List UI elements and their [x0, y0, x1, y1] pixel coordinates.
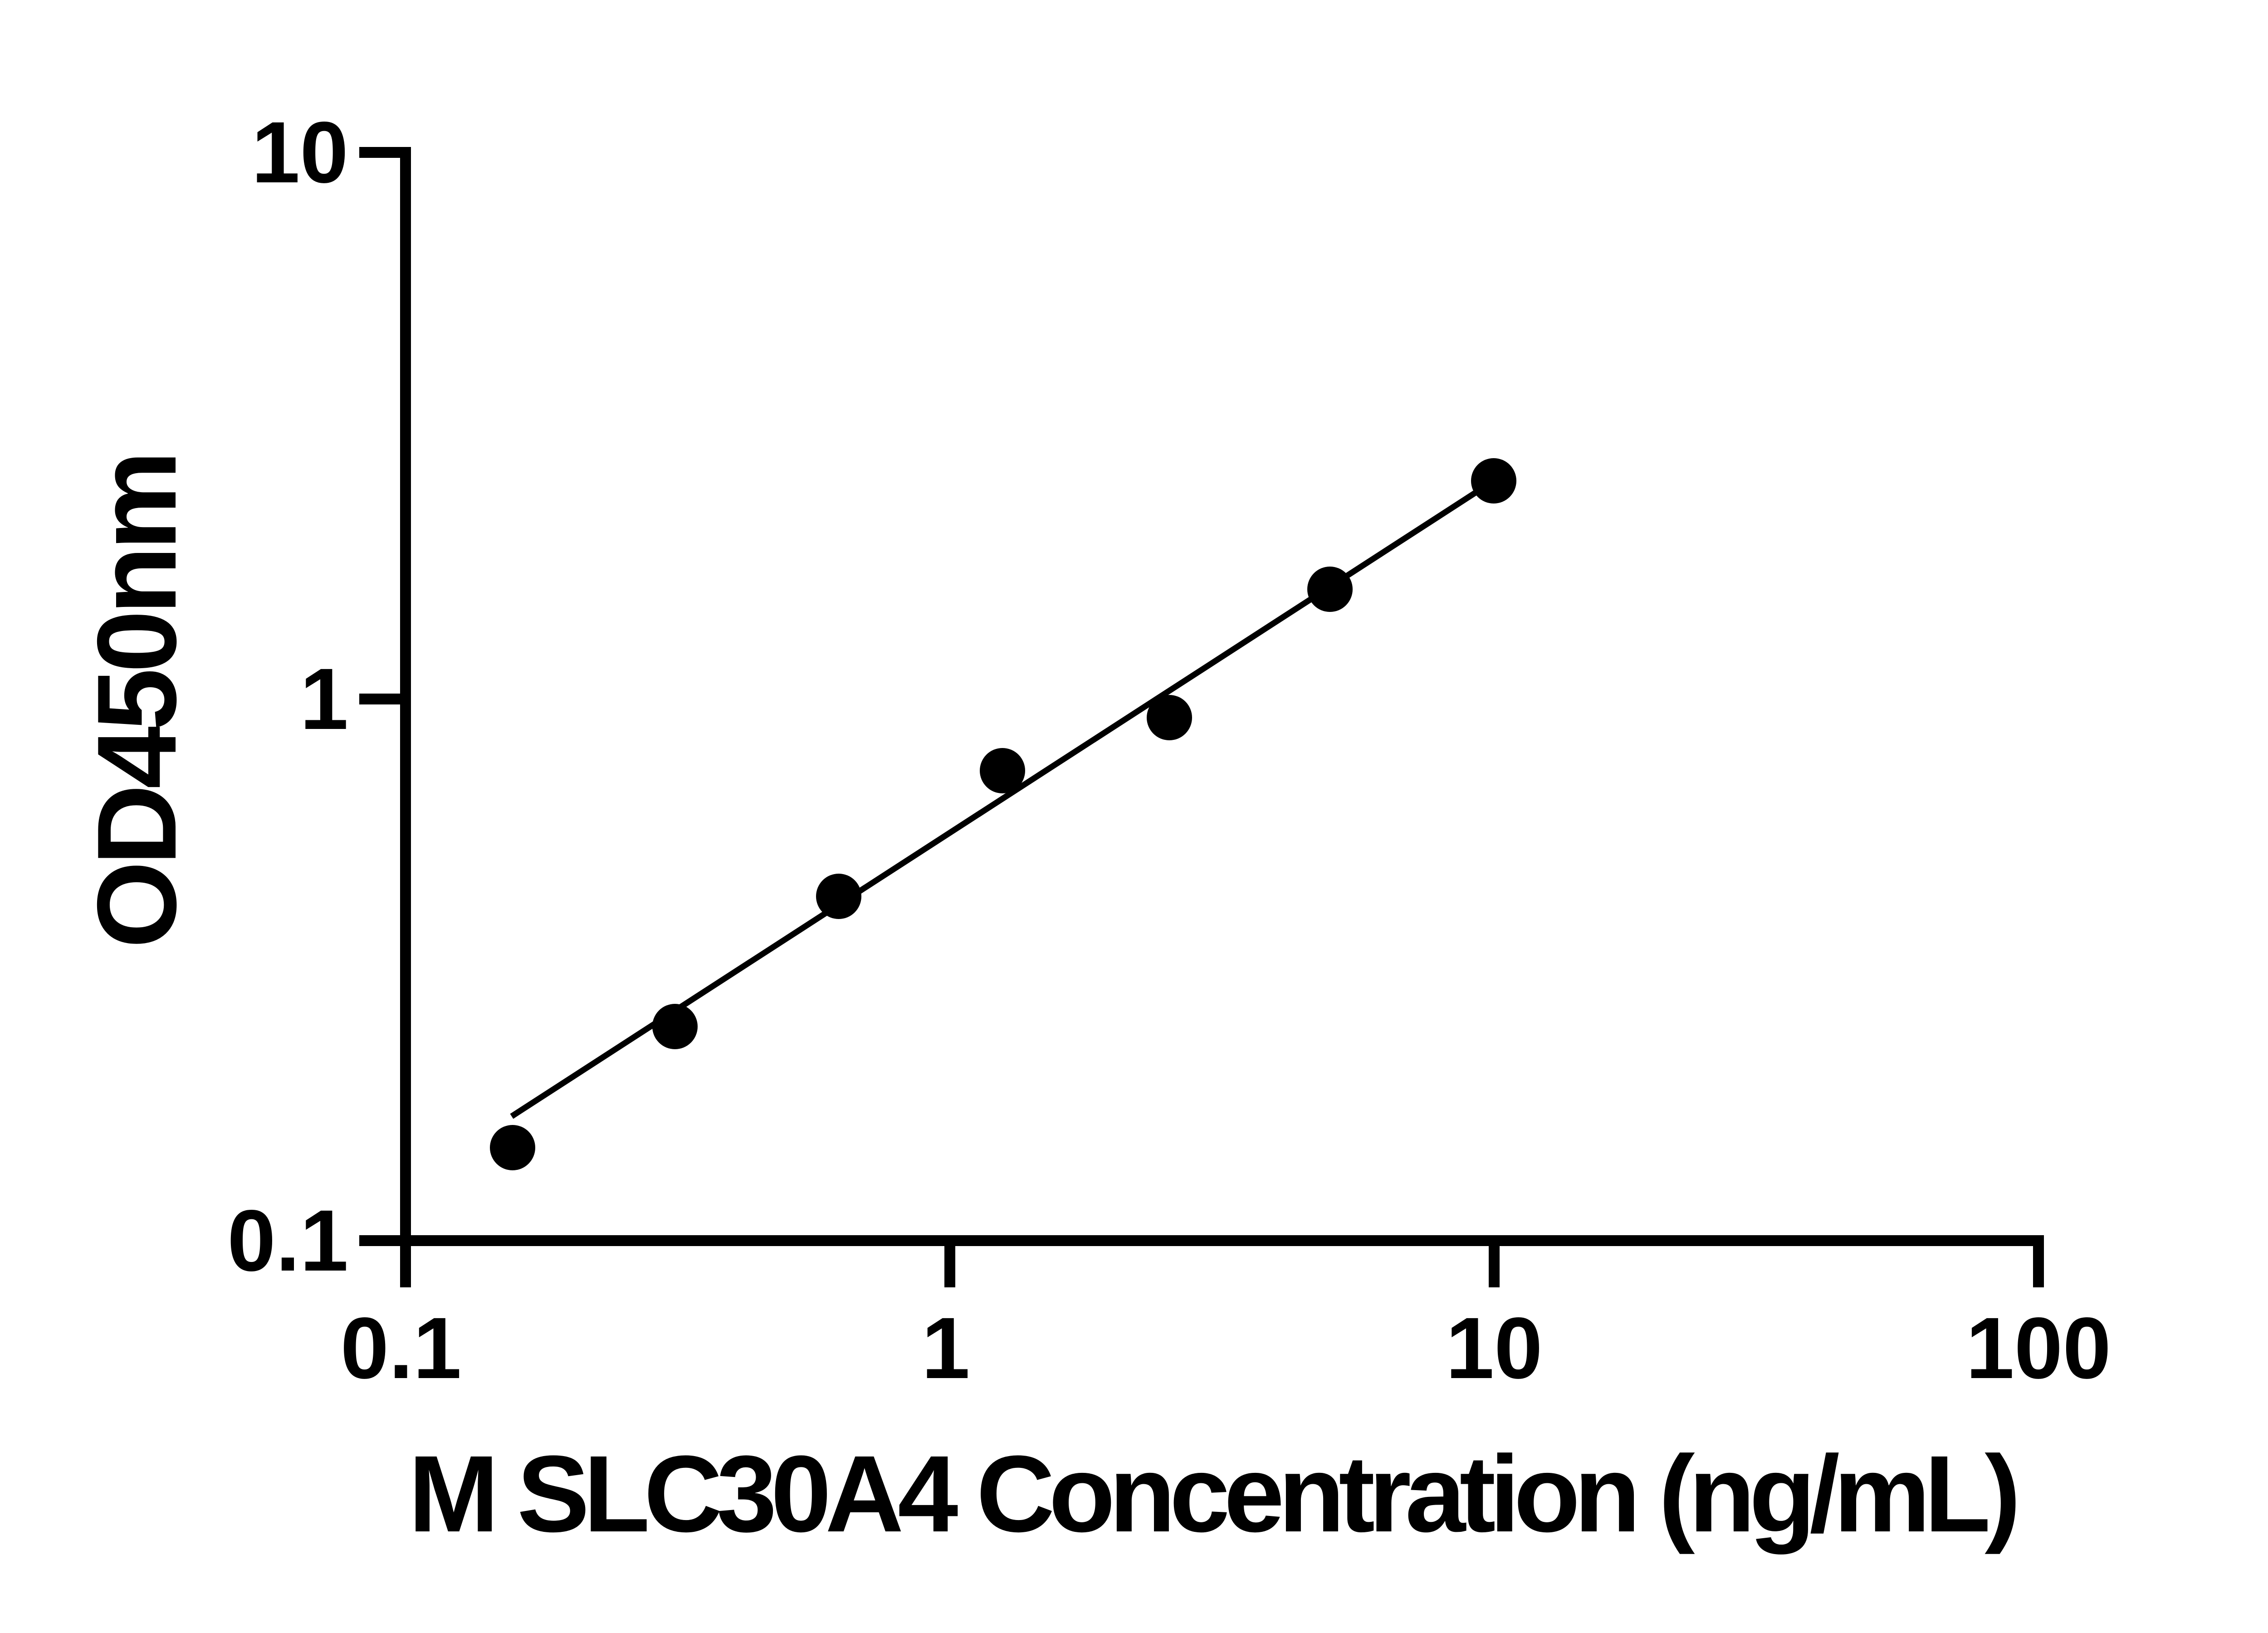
svg-text:0.1: 0.1	[227, 1192, 348, 1289]
svg-text:100: 100	[1966, 1299, 2111, 1397]
svg-text:1: 1	[922, 1299, 970, 1397]
svg-text:M SLC30A4 Concentration (ng/mL: M SLC30A4 Concentration (ng/mL)	[408, 1433, 2015, 1555]
svg-text:10: 10	[251, 103, 348, 201]
svg-text:10: 10	[1446, 1299, 1543, 1397]
svg-text:OD450nm: OD450nm	[73, 455, 200, 949]
svg-text:0.1: 0.1	[341, 1299, 462, 1397]
svg-text:1: 1	[300, 650, 348, 748]
